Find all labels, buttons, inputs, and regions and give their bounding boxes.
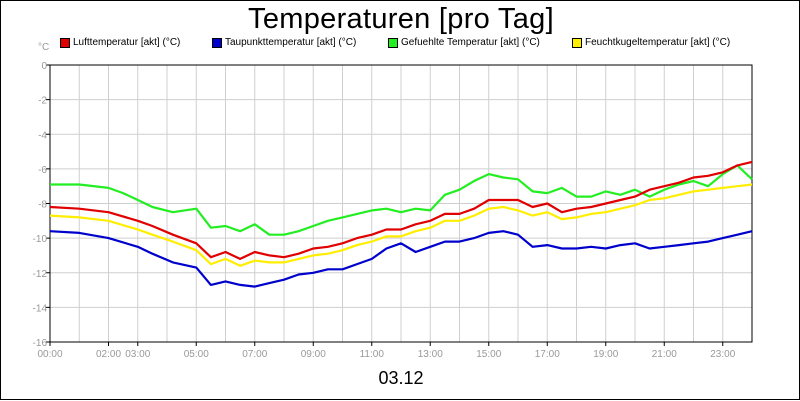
legend-label: Gefuehlte Temperatur [akt] (°C) — [401, 37, 540, 48]
x-tick-label: 23:00 — [710, 349, 735, 360]
series-line-2 — [49, 230, 753, 288]
x-tick-label: 15:00 — [476, 349, 501, 360]
x-tick-label: 19:00 — [593, 349, 618, 360]
legend-label: Feuchtkugeltemperatur [akt] (°C) — [585, 37, 731, 48]
chart-title: Temperaturen [pro Tag] — [248, 3, 554, 35]
y-tick-label: 0 — [41, 61, 47, 72]
x-tick-label: 02:00 — [96, 349, 121, 360]
x-tick-label: 17:00 — [535, 349, 560, 360]
y-tick-label: -14 — [33, 303, 48, 314]
y-tick-label: -2 — [38, 96, 47, 107]
y-tick-label: -10 — [33, 234, 48, 245]
legend-label: Taupunkttemperatur [akt] (°C) — [225, 37, 357, 48]
x-tick-label: 05:00 — [184, 349, 209, 360]
y-tick-label: -4 — [38, 130, 47, 141]
x-tick-label: 11:00 — [360, 349, 385, 360]
y-tick-label: -6 — [38, 165, 47, 176]
y-tick-label: -12 — [33, 269, 48, 280]
x-tick-label: 03:00 — [125, 349, 150, 360]
x-tick-label: 07:00 — [242, 349, 267, 360]
legend: Lufttemperatur [akt] (°C) Taupunkttempera… — [1, 37, 800, 53]
legend-item-2: Taupunkttemperatur [akt] (°C) — [212, 37, 356, 48]
date-label: 03.12 — [378, 368, 424, 388]
legend-swatch — [60, 37, 70, 48]
x-tick-label: 09:00 — [301, 349, 326, 360]
y-tick-label: -8 — [38, 200, 47, 211]
legend-item-1: Lufttemperatur [akt] (°C) — [60, 37, 180, 48]
x-tick-label: 13:00 — [418, 349, 443, 360]
series-line-1 — [49, 160, 753, 260]
legend-label: Lufttemperatur [akt] (°C) — [73, 37, 181, 48]
legend-swatch — [388, 37, 398, 48]
x-tick-label: 21:00 — [652, 349, 677, 360]
x-tick-label: 00:00 — [37, 349, 62, 360]
legend-swatch — [212, 37, 222, 48]
legend-swatch — [572, 37, 582, 48]
series-line-4 — [49, 183, 753, 267]
legend-item-3: Gefuehlte Temperatur [akt] (°C) — [388, 37, 540, 48]
legend-item-4: Feuchtkugeltemperatur [akt] (°C) — [572, 37, 730, 48]
y-tick-label: -16 — [33, 338, 48, 349]
y-unit-label: °C — [38, 42, 50, 53]
